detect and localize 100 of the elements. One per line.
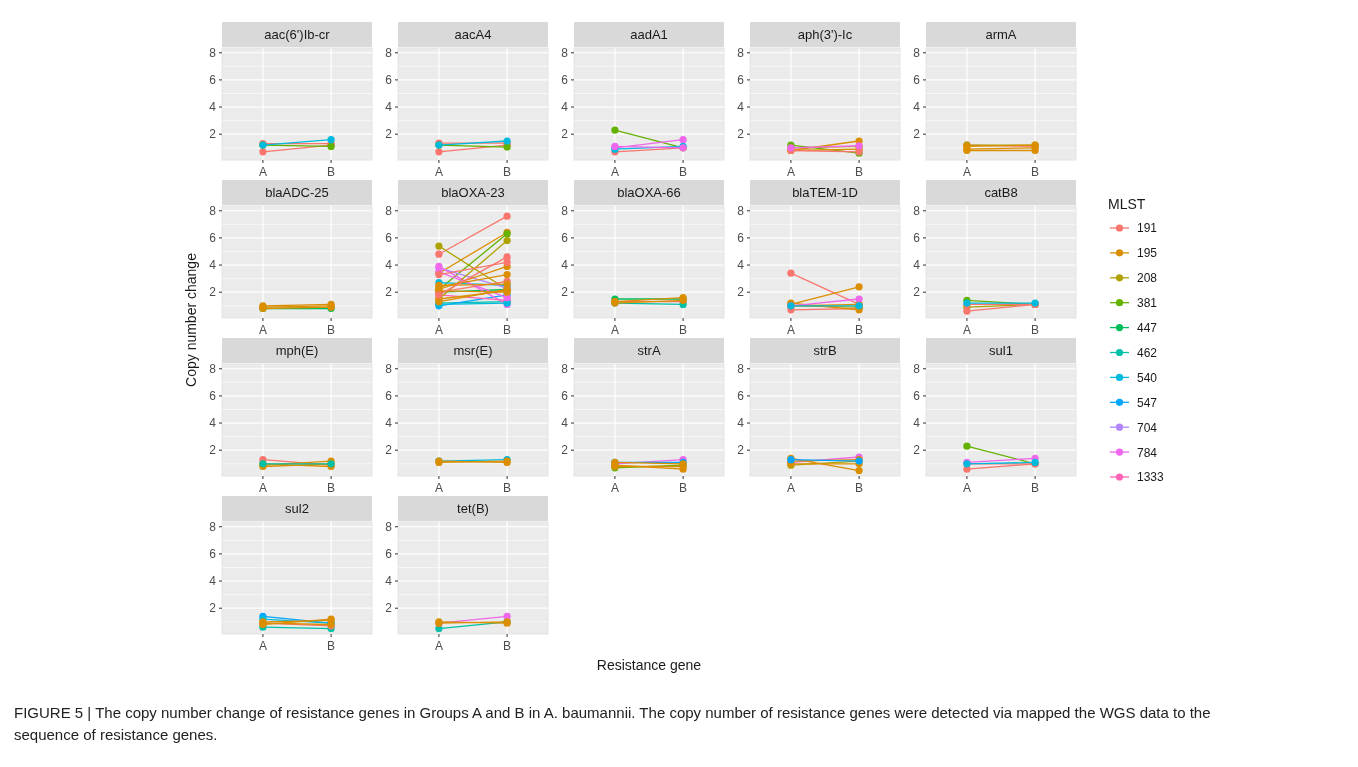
y-tick-label: 4 xyxy=(209,416,217,431)
legend-label: 195 xyxy=(1137,246,1158,261)
x-tick-label: A xyxy=(610,481,619,495)
y-tick-label: 4 xyxy=(913,258,921,273)
chart-title: catB8 xyxy=(984,185,1018,200)
chart-title: tet(B) xyxy=(457,501,489,516)
legend-label: 784 xyxy=(1137,445,1158,460)
x-tick-label: A xyxy=(434,323,443,337)
y-tick-label: 2 xyxy=(737,285,745,300)
x-tick-label: A xyxy=(258,481,267,495)
x-tick-label: B xyxy=(503,481,512,495)
x-tick-label: B xyxy=(679,323,688,337)
legend-label: 447 xyxy=(1137,321,1158,336)
y-tick-label: 4 xyxy=(737,258,745,273)
y-tick-label: 2 xyxy=(385,127,393,142)
y-tick-label: 8 xyxy=(561,361,569,376)
chart-title: blaTEM-1D xyxy=(792,185,858,200)
x-tick-label: A xyxy=(962,323,971,337)
y-tick-label: 4 xyxy=(385,258,393,273)
x-tick-label: B xyxy=(679,481,688,495)
y-tick-label: 4 xyxy=(913,416,921,431)
chart-title: blaADC-25 xyxy=(265,185,329,200)
y-tick-label: 4 xyxy=(209,100,217,115)
y-tick-label: 8 xyxy=(385,519,393,534)
chart-title: mph(E) xyxy=(275,343,319,358)
y-tick-label: 2 xyxy=(913,127,921,142)
x-tick-label: B xyxy=(503,165,512,179)
legend-label: 208 xyxy=(1137,271,1158,286)
y-tick-label: 4 xyxy=(737,416,745,431)
y-tick-label: 6 xyxy=(561,72,569,87)
x-tick-label: B xyxy=(855,323,864,337)
y-tick-label: 4 xyxy=(385,574,393,589)
x-tick-label: A xyxy=(962,165,971,179)
x-tick-label: B xyxy=(327,639,336,653)
y-tick-label: 8 xyxy=(913,361,921,376)
x-tick-label: A xyxy=(258,323,267,337)
y-tick-label: 8 xyxy=(385,361,393,376)
x-tick-label: B xyxy=(1031,323,1040,337)
y-tick-label: 8 xyxy=(737,203,745,218)
x-tick-label: A xyxy=(786,481,795,495)
x-tick-label: A xyxy=(434,165,443,179)
y-tick-label: 6 xyxy=(913,388,921,403)
y-tick-label: 4 xyxy=(737,100,745,115)
y-tick-label: 2 xyxy=(737,443,745,458)
y-tick-label: 6 xyxy=(737,230,745,245)
legend-label: 1333 xyxy=(1137,470,1164,485)
legend-label: 462 xyxy=(1137,346,1158,360)
y-tick-label: 6 xyxy=(209,72,217,87)
y-tick-label: 8 xyxy=(385,45,393,60)
y-tick-label: 6 xyxy=(385,230,393,245)
y-tick-label: 2 xyxy=(209,443,217,458)
y-tick-label: 2 xyxy=(209,601,217,616)
x-tick-label: A xyxy=(610,323,619,337)
x-tick-label: B xyxy=(1031,165,1040,179)
x-tick-label: B xyxy=(855,165,864,179)
y-tick-label: 2 xyxy=(561,127,569,142)
y-tick-label: 2 xyxy=(561,285,569,300)
y-tick-label: 6 xyxy=(385,72,393,87)
y-tick-label: 4 xyxy=(561,100,569,115)
y-tick-label: 8 xyxy=(209,519,217,534)
y-tick-label: 2 xyxy=(561,443,569,458)
y-tick-label: 8 xyxy=(913,203,921,218)
legend-label: 381 xyxy=(1137,296,1158,311)
legend-title: MLST xyxy=(1108,196,1146,212)
y-tick-label: 6 xyxy=(737,72,745,87)
y-tick-label: 2 xyxy=(913,443,921,458)
chart-title: armA xyxy=(985,27,1017,42)
x-tick-label: B xyxy=(327,323,336,337)
x-tick-label: B xyxy=(327,165,336,179)
x-tick-label: A xyxy=(434,639,443,653)
chart-title: msr(E) xyxy=(453,343,493,358)
y-tick-label: 8 xyxy=(737,361,745,376)
y-tick-label: 8 xyxy=(561,45,569,60)
y-tick-label: 2 xyxy=(385,601,393,616)
y-tick-label: 6 xyxy=(561,388,569,403)
x-tick-label: A xyxy=(258,639,267,653)
x-tick-label: A xyxy=(962,481,971,495)
y-axis-title: Copy number change xyxy=(183,252,199,387)
y-tick-label: 8 xyxy=(209,45,217,60)
y-tick-label: 2 xyxy=(737,127,745,142)
y-tick-label: 2 xyxy=(913,285,921,300)
y-tick-label: 6 xyxy=(561,230,569,245)
y-tick-label: 6 xyxy=(385,388,393,403)
chart-title: aadA1 xyxy=(630,27,668,42)
x-tick-label: B xyxy=(503,639,512,653)
legend-label: 704 xyxy=(1137,420,1158,435)
x-tick-label: B xyxy=(679,165,688,179)
y-tick-label: 4 xyxy=(913,100,921,115)
x-tick-label: B xyxy=(1031,481,1040,495)
chart-title: aac(6')Ib-cr xyxy=(264,27,331,42)
legend-label: 540 xyxy=(1137,370,1158,385)
y-tick-label: 6 xyxy=(737,388,745,403)
y-tick-label: 6 xyxy=(913,72,921,87)
y-tick-label: 2 xyxy=(385,285,393,300)
y-tick-label: 4 xyxy=(561,416,569,431)
chart-title: blaOXA-23 xyxy=(441,185,505,200)
y-tick-label: 4 xyxy=(385,416,393,431)
chart-title: sul2 xyxy=(285,501,309,516)
x-tick-label: B xyxy=(503,323,512,337)
chart-title: sul1 xyxy=(989,343,1013,358)
